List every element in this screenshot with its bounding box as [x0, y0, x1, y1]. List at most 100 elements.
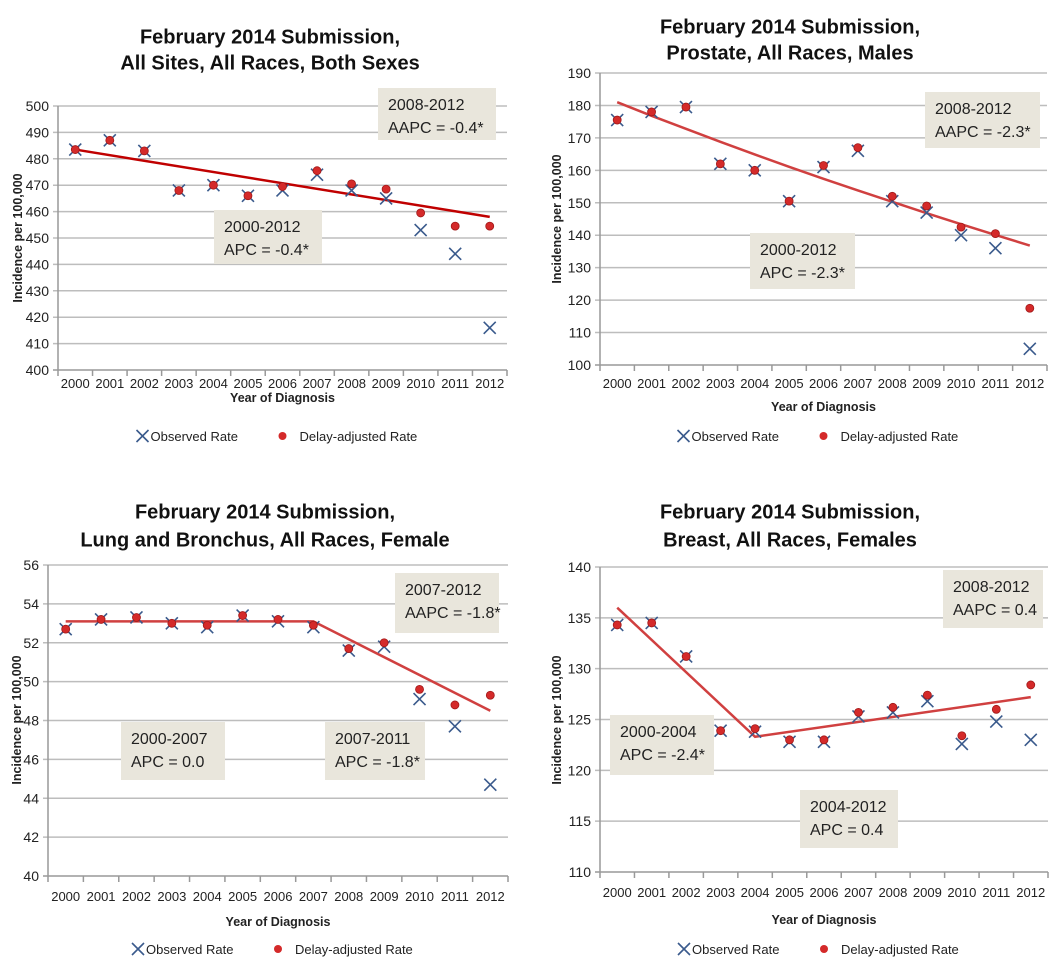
legend-observed-label: Observed Rate	[692, 942, 779, 957]
x-tick-label: 2007	[843, 376, 872, 391]
delay-adjusted-rate-point	[612, 115, 622, 125]
y-tick-label: 490	[26, 124, 50, 140]
y-tick-label: 480	[26, 151, 50, 167]
y-axis-title: Incidence per 100,000	[11, 173, 25, 302]
annotation-text: APC = -0.4*	[224, 242, 309, 259]
x-tick-label: 2009	[370, 889, 399, 904]
delay-adjusted-rate-point	[819, 161, 828, 170]
delay-adjusted-rate-point	[344, 644, 354, 653]
legend-delay-adjusted-marker-icon	[278, 432, 287, 440]
y-tick-label: 140	[568, 559, 592, 575]
annotation-background	[395, 573, 499, 633]
delay-adjusted-rate-point	[750, 724, 760, 734]
observed-rate-point	[920, 694, 934, 708]
annotation-text: AAPC = 0.4	[953, 602, 1037, 619]
x-tick-label: 2007	[299, 889, 328, 904]
delay-adjusted-rate-point	[1026, 680, 1036, 690]
x-tick-label: 2009	[912, 376, 941, 391]
y-tick-label: 400	[26, 362, 50, 378]
y-axis-title: Incidence per 100,000	[550, 655, 564, 784]
x-tick-label: 2010	[406, 376, 435, 391]
x-tick-label: 2008	[878, 376, 907, 391]
y-tick-label: 470	[26, 177, 50, 193]
delay-adjusted-rate-point	[243, 191, 253, 201]
annotation-background	[214, 210, 322, 264]
delay-adjusted-rate-point	[922, 690, 932, 700]
legend-delay-adjusted-label: Delay-adjusted Rate	[841, 429, 959, 444]
annotation-box: 2008-2012 AAPC = 0.4	[943, 570, 1043, 628]
y-tick-label: 190	[568, 65, 592, 81]
x-axis-title: Year of Diagnosis	[230, 391, 335, 405]
delay-adjusted-rate-point	[167, 618, 177, 628]
annotation-box: 2008-2012 AAPC = -0.4*	[378, 88, 496, 140]
x-tick-label: 2011	[982, 885, 1010, 900]
annotation-text: 2004-2012	[810, 799, 887, 816]
legend-observed-marker-icon	[676, 429, 691, 443]
annotation-text: 2000-2012	[760, 242, 837, 259]
y-tick-label: 115	[569, 813, 592, 829]
delay-adjusted-rate-point	[956, 222, 966, 232]
x-tick-label: 2006	[810, 885, 839, 900]
y-tick-label: 40	[23, 868, 39, 884]
x-tick-label: 2009	[913, 885, 942, 900]
delay-adjusted-rate-point	[347, 179, 356, 189]
y-tick-label: 100	[568, 357, 592, 373]
legend-delay-adjusted-marker-icon	[819, 432, 828, 440]
observed-rate-point	[954, 228, 968, 242]
x-tick-label: 2005	[775, 376, 804, 391]
delay-adjusted-rate-point	[888, 702, 898, 712]
x-tick-label: 2000	[51, 889, 80, 904]
chart-title-line: February 2014 Submission,	[135, 502, 395, 524]
delay-adjusted-rate-point	[681, 652, 691, 661]
delay-adjusted-rate-point	[647, 618, 657, 628]
legend-delay-adjusted-label: Delay-adjusted Rate	[295, 942, 413, 957]
annotation-background	[943, 570, 1043, 628]
x-tick-label: 2004	[193, 889, 222, 904]
delay-adjusted-rate-point	[139, 146, 149, 156]
annotation-background	[378, 88, 496, 140]
delay-adjusted-rate-point	[308, 620, 318, 630]
chart-title-line: February 2014 Submission,	[660, 502, 920, 524]
delay-adjusted-rate-point	[991, 229, 1000, 239]
delay-adjusted-rate-point	[381, 184, 391, 194]
y-tick-label: 48	[23, 713, 39, 729]
y-tick-label: 46	[23, 751, 39, 767]
delay-adjusted-rate-point	[174, 186, 184, 195]
observed-rate-point	[345, 183, 359, 198]
x-tick-label: 2001	[95, 376, 124, 391]
x-tick-label: 2004	[199, 376, 228, 391]
observed-rate-point	[955, 737, 969, 751]
x-tick-label: 2007	[844, 885, 873, 900]
y-tick-label: 54	[23, 596, 39, 612]
y-tick-label: 120	[568, 292, 592, 308]
legend-observed-label: Observed Rate	[692, 429, 779, 444]
delay-adjusted-rate-point	[612, 620, 622, 630]
y-axis-title: Incidence per 100,000	[550, 154, 564, 283]
x-tick-label: 2005	[234, 376, 263, 391]
x-tick-label: 2008	[334, 889, 363, 904]
annotation-box: 2007-2011 APC = -1.8*	[325, 722, 425, 780]
x-axis-title: Year of Diagnosis	[772, 913, 877, 927]
annotation-background	[800, 790, 898, 848]
delay-adjusted-rate-point	[1025, 303, 1035, 313]
annotation-background	[325, 722, 425, 780]
y-tick-label: 500	[26, 98, 50, 114]
annotation-text: 2000-2004	[620, 724, 697, 741]
annotation-box: 2000-2012 APC = -2.3*	[750, 233, 855, 289]
annotation-box: 2007-2012 AAPC = -1.8*	[395, 573, 501, 633]
observed-rate-point	[379, 191, 393, 205]
observed-rate-point	[448, 247, 462, 261]
legend-observed-label: Observed Rate	[151, 429, 238, 444]
delay-adjusted-rate-point	[416, 208, 426, 218]
x-tick-label: 2000	[603, 885, 632, 900]
annotation-text: APC = -2.4*	[620, 747, 705, 764]
annotation-text: 2007-2011	[335, 731, 410, 748]
chart-title-line: Lung and Bronchus, All Races, Female	[80, 530, 449, 552]
observed-rate-point	[1024, 733, 1038, 747]
x-tick-label: 2011	[441, 376, 469, 391]
x-axis-title: Year of Diagnosis	[771, 400, 876, 414]
legend-observed-marker-icon	[677, 942, 691, 956]
x-tick-label: 2001	[637, 885, 666, 900]
chart-panel-2: February 2014 Submission, Prostate, All R…	[550, 17, 1048, 444]
x-tick-label: 2012	[476, 889, 505, 904]
